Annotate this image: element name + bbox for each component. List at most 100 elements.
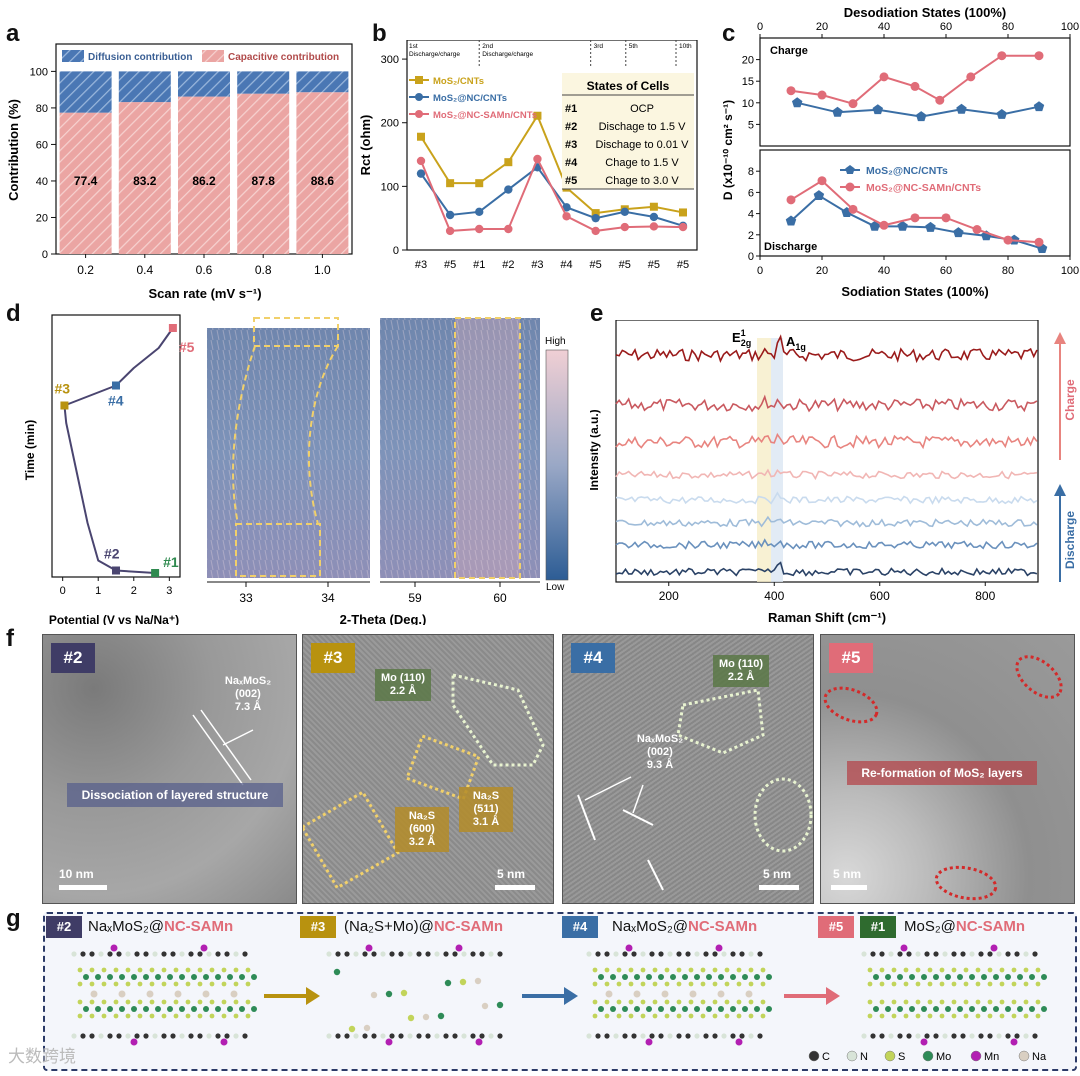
s-atom: [209, 999, 215, 1005]
mo-atom: [634, 974, 640, 980]
s-atom: [149, 999, 155, 1005]
s-atom: [712, 1013, 718, 1019]
data-point: [941, 213, 951, 223]
s-atom: [903, 1013, 909, 1019]
s-atom: [209, 967, 215, 973]
na-atom: [230, 990, 238, 998]
mo-atom: [1029, 1006, 1035, 1012]
carbon-atom: [353, 1033, 359, 1039]
peak-label-e2g: E1 2g: [732, 328, 751, 348]
carbon-atom: [470, 1033, 476, 1039]
cycle-label: 10th: [679, 43, 692, 50]
scattered-atom: [348, 1025, 356, 1033]
panel-d-chart: 0 1 2 3 #1 #2 #3 #4 #5 Time (min) Potential (V v…: [23, 314, 569, 625]
s-atom: [137, 999, 143, 1005]
s-atom: [592, 967, 598, 973]
x-tick-label: 3: [166, 585, 172, 597]
s-atom: [161, 967, 167, 973]
s-atom: [652, 981, 658, 987]
top-y-tick-label: 20: [742, 55, 754, 67]
legend-atom: [922, 1050, 934, 1062]
carbon-atom: [443, 1033, 449, 1039]
y-axis-label: D (x10⁻¹⁰ cm² s⁻¹): [721, 100, 735, 200]
s-atom: [173, 981, 179, 987]
carbon-atom: [978, 1033, 984, 1039]
bar-capacitive: [118, 102, 171, 254]
x-tick-label: #3: [531, 259, 543, 271]
data-point: [620, 207, 629, 217]
carbon-atom: [161, 951, 167, 957]
data-point: [997, 51, 1007, 61]
carbon-atom: [197, 1033, 203, 1039]
raman-trace: [615, 432, 1038, 450]
x-tick-label: #5: [444, 259, 456, 271]
data-point: [848, 204, 858, 214]
carbon-atom: [586, 1033, 592, 1039]
s-atom: [125, 967, 131, 973]
data-point: [879, 220, 889, 230]
carbon-atom: [116, 951, 122, 957]
data-point: [649, 212, 659, 222]
s-atom: [640, 1013, 646, 1019]
mn-atom: [200, 944, 208, 952]
data-point: [620, 222, 629, 232]
legend-atom-label: C: [822, 1051, 830, 1063]
data-point: [786, 195, 796, 205]
s-atom: [676, 999, 682, 1005]
mo-atom: [191, 1006, 197, 1012]
carbon-atom: [188, 1033, 194, 1039]
carbon-atom: [206, 1033, 212, 1039]
s-atom: [724, 1013, 730, 1019]
carbon-atom: [694, 1033, 700, 1039]
s-atom: [724, 999, 730, 1005]
s-atom: [891, 999, 897, 1005]
state-id: #2: [565, 121, 577, 133]
mo-atom: [179, 974, 185, 980]
legend-swatch-diffusion: [62, 50, 84, 62]
carbon-atom: [649, 1033, 655, 1039]
mos2-layer-region: [1015, 655, 1063, 699]
data-point: [832, 106, 843, 117]
data-point: [591, 209, 600, 218]
top-x-tick-label: 60: [940, 21, 952, 33]
panel-label-c: c: [722, 20, 736, 47]
carbon-atom: [667, 951, 673, 957]
cycle-sublabel: Discharge/charge: [409, 51, 460, 58]
carbon-atom: [897, 951, 903, 957]
carbon-atom: [649, 951, 655, 957]
carbon-atom: [987, 951, 993, 957]
s-atom: [879, 981, 885, 987]
state-id: #3: [565, 139, 577, 151]
cycle-label: 3rd: [594, 43, 604, 50]
carbon-atom: [604, 951, 610, 957]
s-atom: [760, 1013, 766, 1019]
raman-trace: [615, 394, 1038, 413]
s-atom: [963, 981, 969, 987]
mo-atom: [682, 1006, 688, 1012]
s-atom: [951, 967, 957, 973]
carbon-atom: [996, 951, 1002, 957]
mo-atom: [203, 974, 209, 980]
scattered-atom: [363, 1024, 371, 1032]
arrow: [584, 776, 632, 801]
carbon-atom: [595, 1033, 601, 1039]
stage-title: MoS₂@NC-SAMn: [904, 918, 1026, 935]
carbon-atom: [161, 1033, 167, 1039]
top-axes-frame: [759, 37, 1071, 147]
s-atom: [760, 999, 766, 1005]
s-atom: [137, 1013, 143, 1019]
bar-capacitive: [237, 93, 290, 255]
data-point: [966, 72, 976, 82]
data-point: [533, 111, 542, 120]
carbon-atom: [721, 951, 727, 957]
mo-atom: [993, 1006, 999, 1012]
mo-atom: [933, 1006, 939, 1012]
s-atom: [915, 1013, 921, 1019]
carbon-atom: [658, 1033, 664, 1039]
tick-label: 34: [321, 591, 335, 605]
raman-trace: [615, 561, 1038, 577]
carbon-atom: [712, 1033, 718, 1039]
mo-atom: [215, 1006, 221, 1012]
arrow: [632, 784, 644, 814]
lattice-line: [577, 794, 596, 841]
